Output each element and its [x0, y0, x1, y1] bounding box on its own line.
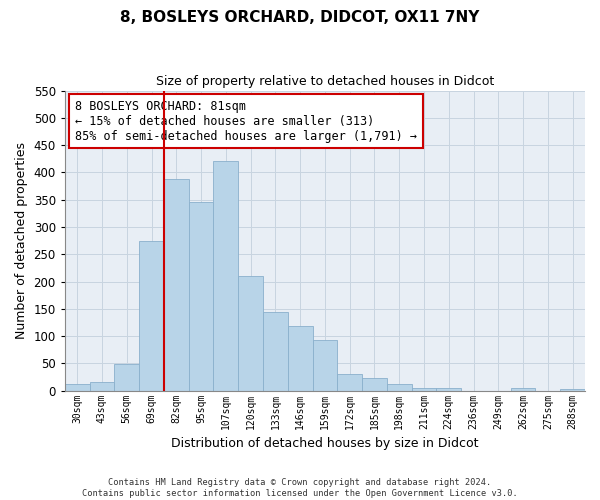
Bar — [337, 374, 362, 390]
Bar — [115, 364, 139, 390]
Bar — [412, 388, 436, 390]
Y-axis label: Number of detached properties: Number of detached properties — [15, 142, 28, 339]
Bar — [263, 312, 288, 390]
Bar — [188, 202, 214, 390]
Bar — [436, 388, 461, 390]
Bar — [139, 240, 164, 390]
Bar — [362, 378, 387, 390]
Text: Contains HM Land Registry data © Crown copyright and database right 2024.
Contai: Contains HM Land Registry data © Crown c… — [82, 478, 518, 498]
Text: 8, BOSLEYS ORCHARD, DIDCOT, OX11 7NY: 8, BOSLEYS ORCHARD, DIDCOT, OX11 7NY — [121, 10, 479, 25]
Bar — [164, 179, 188, 390]
X-axis label: Distribution of detached houses by size in Didcot: Distribution of detached houses by size … — [171, 437, 479, 450]
Bar — [560, 389, 585, 390]
Bar — [288, 326, 313, 390]
Bar — [214, 162, 238, 390]
Bar — [387, 384, 412, 390]
Bar — [313, 340, 337, 390]
Bar — [511, 388, 535, 390]
Bar — [238, 276, 263, 390]
Text: 8 BOSLEYS ORCHARD: 81sqm
← 15% of detached houses are smaller (313)
85% of semi-: 8 BOSLEYS ORCHARD: 81sqm ← 15% of detach… — [75, 100, 417, 142]
Bar — [89, 382, 115, 390]
Bar — [65, 384, 89, 390]
Title: Size of property relative to detached houses in Didcot: Size of property relative to detached ho… — [156, 75, 494, 88]
